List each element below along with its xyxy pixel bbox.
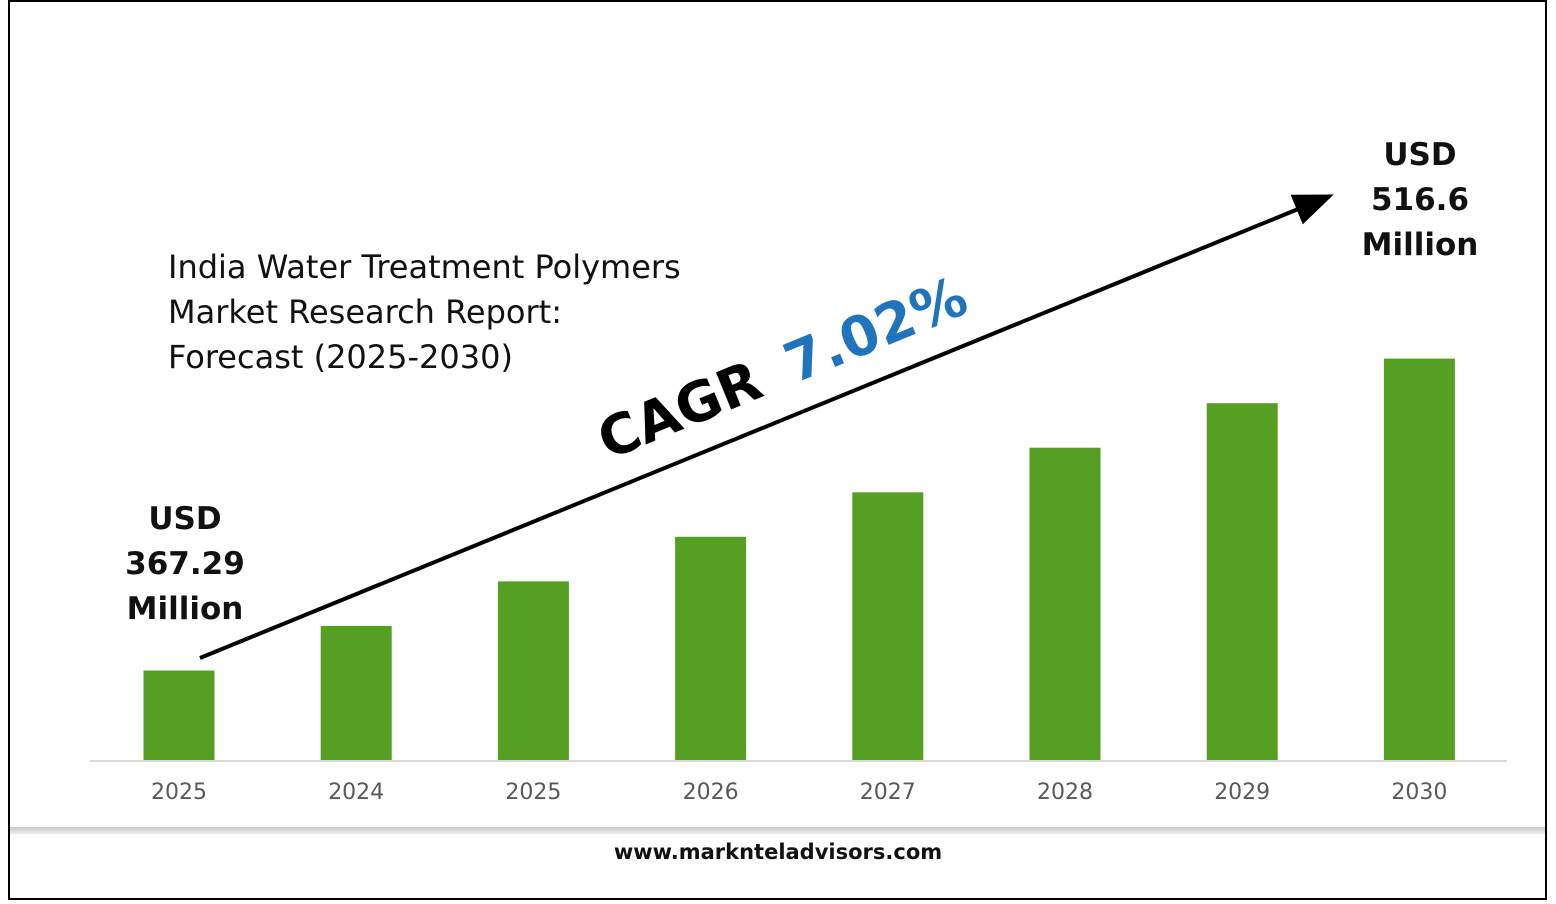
- bar-2028-5: [1029, 447, 1101, 761]
- chart-title-line-3: Forecast (2025-2030): [168, 338, 513, 376]
- footer-website-link[interactable]: www.marknteladvisors.com: [613, 840, 943, 864]
- x-tick-label-7: 2030: [1391, 780, 1447, 805]
- bar-2025-0: [143, 670, 215, 761]
- bar-2030-7: [1383, 358, 1455, 761]
- start-value-currency: USD: [148, 501, 222, 537]
- bar-2024-1: [320, 625, 392, 761]
- start-value-label: USD 367.29 Million: [95, 497, 275, 632]
- x-tick-label-3: 2026: [683, 780, 739, 805]
- end-value-currency: USD: [1383, 137, 1457, 173]
- x-tick-label-0: 2025: [151, 780, 207, 805]
- bar-2027-4: [852, 492, 924, 761]
- chart-title-line-1: India Water Treatment Polymers: [168, 248, 681, 286]
- x-tick-label-5: 2028: [1037, 780, 1093, 805]
- x-tick-label-4: 2027: [860, 780, 916, 805]
- x-tick-label-1: 2024: [328, 780, 384, 805]
- start-value-unit: Million: [126, 591, 244, 627]
- start-value-number: 367.29: [125, 546, 245, 582]
- bar-2029-6: [1206, 403, 1278, 761]
- bar-2026-3: [675, 536, 747, 761]
- end-value-number: 516.6: [1370, 182, 1470, 218]
- cagr-annotation: CAGR 7.02%: [589, 264, 976, 472]
- cagr-label: CAGR: [589, 348, 771, 472]
- chart-title-line-2: Market Research Report:: [168, 293, 562, 331]
- x-tick-label-6: 2029: [1214, 780, 1270, 805]
- end-value-label: USD 516.6 Million: [1330, 133, 1510, 268]
- chart-frame: [8, 0, 1547, 900]
- x-tick-label-2: 2025: [505, 780, 561, 805]
- end-value-unit: Million: [1361, 227, 1479, 263]
- cagr-value: 7.02%: [775, 264, 976, 396]
- cagr-trend-arrow: [199, 194, 1334, 660]
- footer-divider: [10, 827, 1545, 834]
- bar-2025-2: [497, 581, 569, 761]
